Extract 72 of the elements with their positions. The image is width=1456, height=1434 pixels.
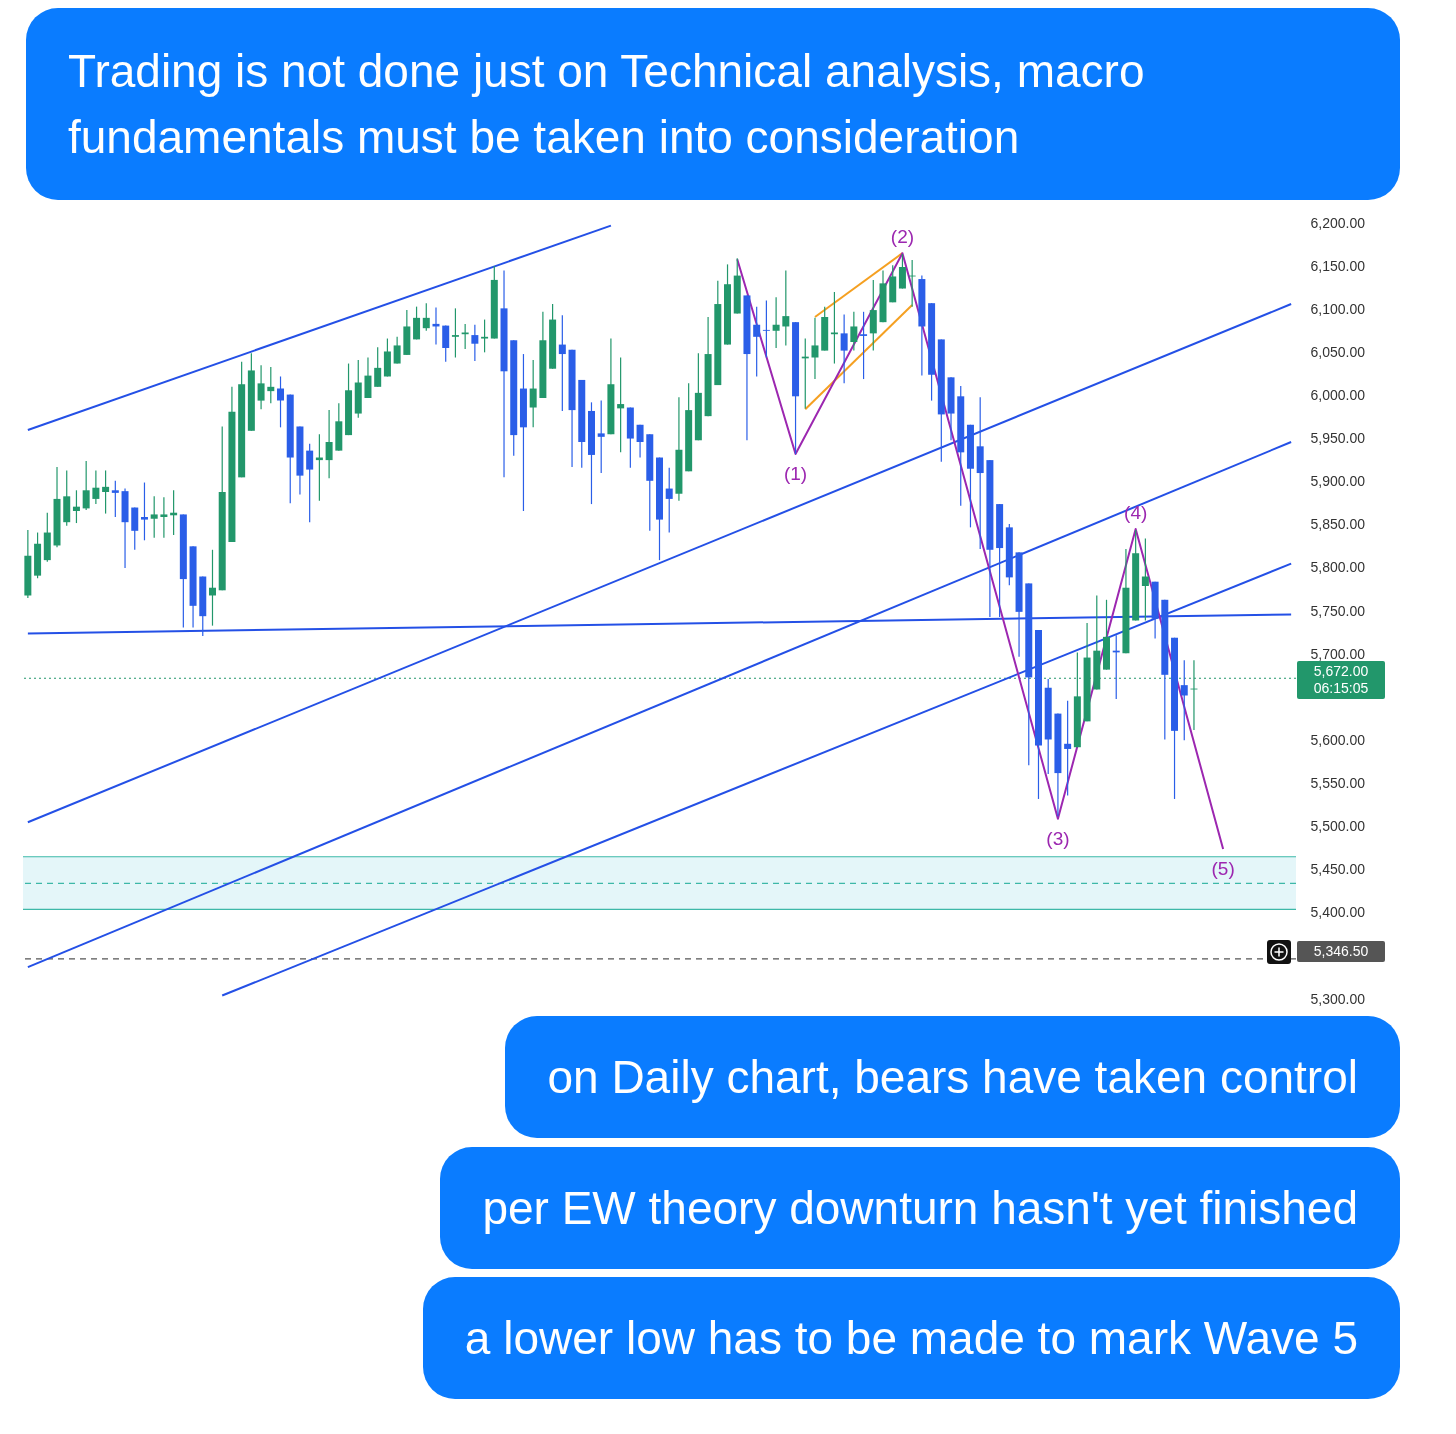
y-tick-label: 5,450.00 [1310,861,1366,878]
candlestick [257,364,265,410]
candlestick [898,253,906,290]
annotation: (4) [1124,502,1148,524]
candlestick [140,481,148,541]
candlestick [422,302,430,332]
candlestick [374,346,382,388]
text: on Daily chart, bears have taken control [505,1016,1400,1138]
candlestick [762,300,770,359]
text: per EW theory downturn hasn't yet finished [440,1147,1400,1269]
y-tick-label: 5,600.00 [1310,731,1366,748]
y-tick-label: 6,150.00 [1310,257,1366,274]
y-tick-label: 6,050.00 [1310,343,1366,360]
candlestick [1141,537,1149,622]
candlestick [840,313,848,384]
candlestick [325,409,333,479]
candlestick [364,356,372,399]
candlestick [306,443,314,523]
y-tick-label: 5,550.00 [1310,774,1366,791]
candlestick [131,506,139,551]
ref-line-label: 5,672.00 06:15:05 [1312,663,1370,698]
annotation: (5) [1211,857,1235,879]
annotation: (3) [1046,827,1070,849]
candlestick [102,469,110,515]
y-tick-label: 5,800.00 [1310,559,1366,576]
candlestick [665,467,673,534]
y-tick-label: 5,900.00 [1310,473,1366,490]
y-tick-label: 5,400.00 [1310,904,1366,921]
candlestick [1064,700,1072,797]
candlestick [82,460,90,511]
y-tick-label: 5,750.00 [1310,602,1366,619]
candlestick [111,480,119,518]
candlestick [393,336,401,365]
candlestick [413,306,421,340]
candlestick [811,317,819,380]
candlestick [636,424,644,459]
candlestick [597,400,605,474]
candlestick [277,375,285,428]
y-tick-label: 6,100.00 [1310,300,1366,317]
candlestick [558,314,566,412]
candlestick [150,495,158,539]
y-tick-label: 5,950.00 [1310,430,1366,447]
candlestick [72,489,80,524]
candlestick [160,496,168,539]
candlestick [772,296,780,349]
y-tick-label: 5,700.00 [1310,645,1366,662]
candlestick [92,469,100,505]
text: a lower low has to be made to mark Wave 5 [422,1277,1400,1399]
candlestick [860,311,868,380]
chart-title: Trading is not done just on Technical analysis, macro fundamentals must be taken into consideration [26,8,1400,200]
annotation: (1) [783,463,808,485]
y-tick-label: 6,000.00 [1310,386,1366,403]
y-tick-label: 5,300.00 [1310,990,1366,1007]
line-series [736,252,1225,850]
candlestick [869,279,877,352]
candlestick [753,306,761,378]
candlestick [782,269,790,347]
candlestick [471,324,479,362]
candlestick [617,356,625,453]
candlestick [481,318,489,353]
candlestick [208,549,216,627]
y-tick-label: 5,850.00 [1310,516,1366,533]
candlestick [529,359,537,428]
annotation: (2) [890,226,915,248]
candlestick [1180,659,1188,741]
candlestick [850,311,858,352]
candlestick [267,366,275,404]
ref-line-label: 5,346.50 [1312,943,1370,961]
y-tick-label: 6,200.00 [1310,214,1366,231]
y-tick-label: 5,500.00 [1310,818,1366,835]
candlestick [451,307,459,359]
candlestick [442,325,450,363]
